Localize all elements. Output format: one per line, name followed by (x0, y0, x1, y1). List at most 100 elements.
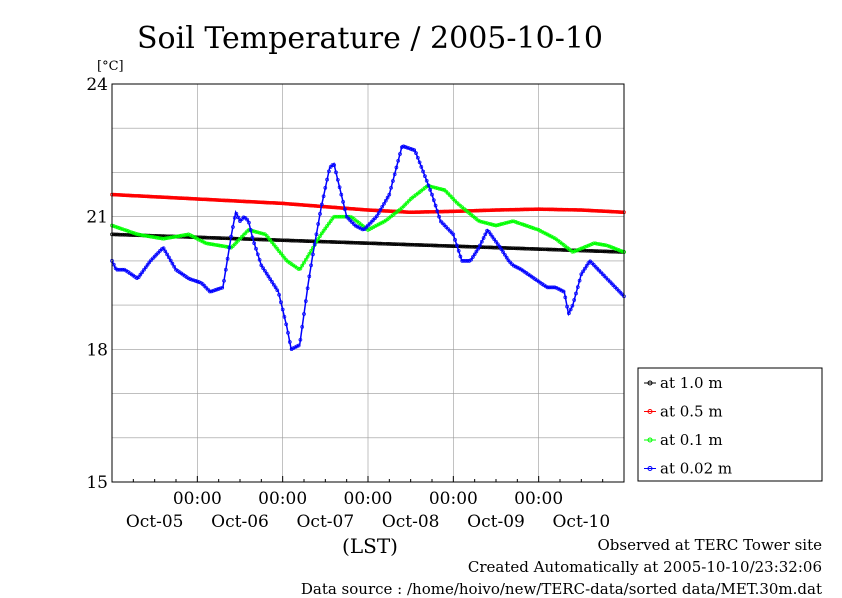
data-point (574, 248, 578, 253)
data-point (586, 208, 591, 213)
data-point (120, 232, 125, 237)
data-point (556, 207, 561, 212)
data-point (552, 207, 557, 212)
data-point (309, 239, 313, 244)
data-point (419, 210, 424, 214)
data-point (597, 242, 601, 246)
data-point (325, 205, 329, 209)
data-point (277, 292, 281, 297)
data-point (357, 241, 361, 245)
data-point (476, 246, 481, 251)
data-point (428, 209, 433, 214)
data-point (327, 205, 331, 209)
data-point (255, 252, 260, 257)
data-point (220, 285, 225, 290)
data-point (279, 251, 283, 256)
legend-swatch-marker (647, 380, 653, 386)
data-point (145, 194, 150, 199)
data-point (609, 245, 614, 250)
data-point (250, 235, 255, 240)
data-point (193, 279, 198, 283)
data-point (335, 214, 340, 219)
data-point (298, 337, 303, 342)
data-point (451, 209, 456, 214)
data-point (595, 241, 600, 246)
data-point (252, 200, 257, 204)
data-point (515, 265, 520, 270)
data-point (504, 255, 509, 260)
data-point (229, 234, 233, 239)
data-point (330, 205, 335, 210)
data-point (257, 200, 262, 205)
data-point (497, 244, 502, 249)
data-point (494, 239, 498, 244)
data-point (483, 220, 488, 225)
data-point (513, 220, 518, 224)
data-point (225, 236, 230, 241)
data-point (254, 246, 258, 251)
data-point (209, 289, 214, 294)
data-point (401, 210, 406, 214)
data-point (389, 242, 393, 246)
data-point (287, 238, 292, 243)
data-point (606, 249, 610, 254)
data-point (211, 197, 216, 202)
data-point (426, 210, 431, 214)
data-point (529, 207, 534, 212)
data-point (431, 185, 436, 190)
data-point (284, 201, 289, 206)
data-point (433, 243, 438, 248)
data-point (175, 196, 180, 200)
data-point (513, 246, 518, 251)
data-point (401, 144, 406, 149)
data-point (327, 239, 331, 244)
data-point (126, 193, 130, 198)
data-point (511, 263, 516, 268)
data-point (392, 172, 397, 177)
data-point (618, 210, 623, 214)
data-point (456, 209, 461, 214)
data-point (343, 207, 347, 212)
data-point (609, 209, 614, 214)
data-point (584, 244, 589, 249)
data-point (412, 210, 417, 215)
data-point (305, 286, 310, 291)
data-point (307, 203, 312, 208)
data-point (570, 207, 575, 212)
data-point (184, 196, 189, 201)
data-point (520, 207, 525, 212)
data-point (526, 224, 530, 229)
data-point (151, 194, 155, 199)
data-point (405, 242, 409, 247)
data-point (590, 249, 594, 253)
data-point (519, 207, 523, 212)
data-point (362, 207, 367, 212)
data-point (442, 209, 447, 214)
data-point (565, 304, 569, 309)
data-point (323, 226, 328, 231)
data-point (600, 242, 605, 247)
data-point (385, 242, 390, 246)
data-point (319, 239, 324, 244)
data-point (199, 197, 203, 202)
data-point (245, 237, 249, 241)
data-point (239, 199, 244, 204)
data-point (287, 202, 292, 206)
data-point (158, 195, 162, 199)
data-point (293, 202, 297, 207)
data-point (184, 232, 189, 237)
data-point (611, 209, 616, 214)
data-point (307, 274, 312, 279)
data-point (572, 298, 577, 302)
data-point (431, 209, 436, 214)
data-point (545, 207, 550, 212)
data-point (296, 202, 301, 207)
data-point (181, 196, 185, 201)
data-point (437, 243, 441, 248)
data-point (300, 239, 305, 243)
data-point (327, 169, 331, 174)
data-point (236, 215, 241, 220)
data-point (348, 206, 353, 211)
data-point (266, 274, 271, 279)
data-point (547, 233, 552, 238)
